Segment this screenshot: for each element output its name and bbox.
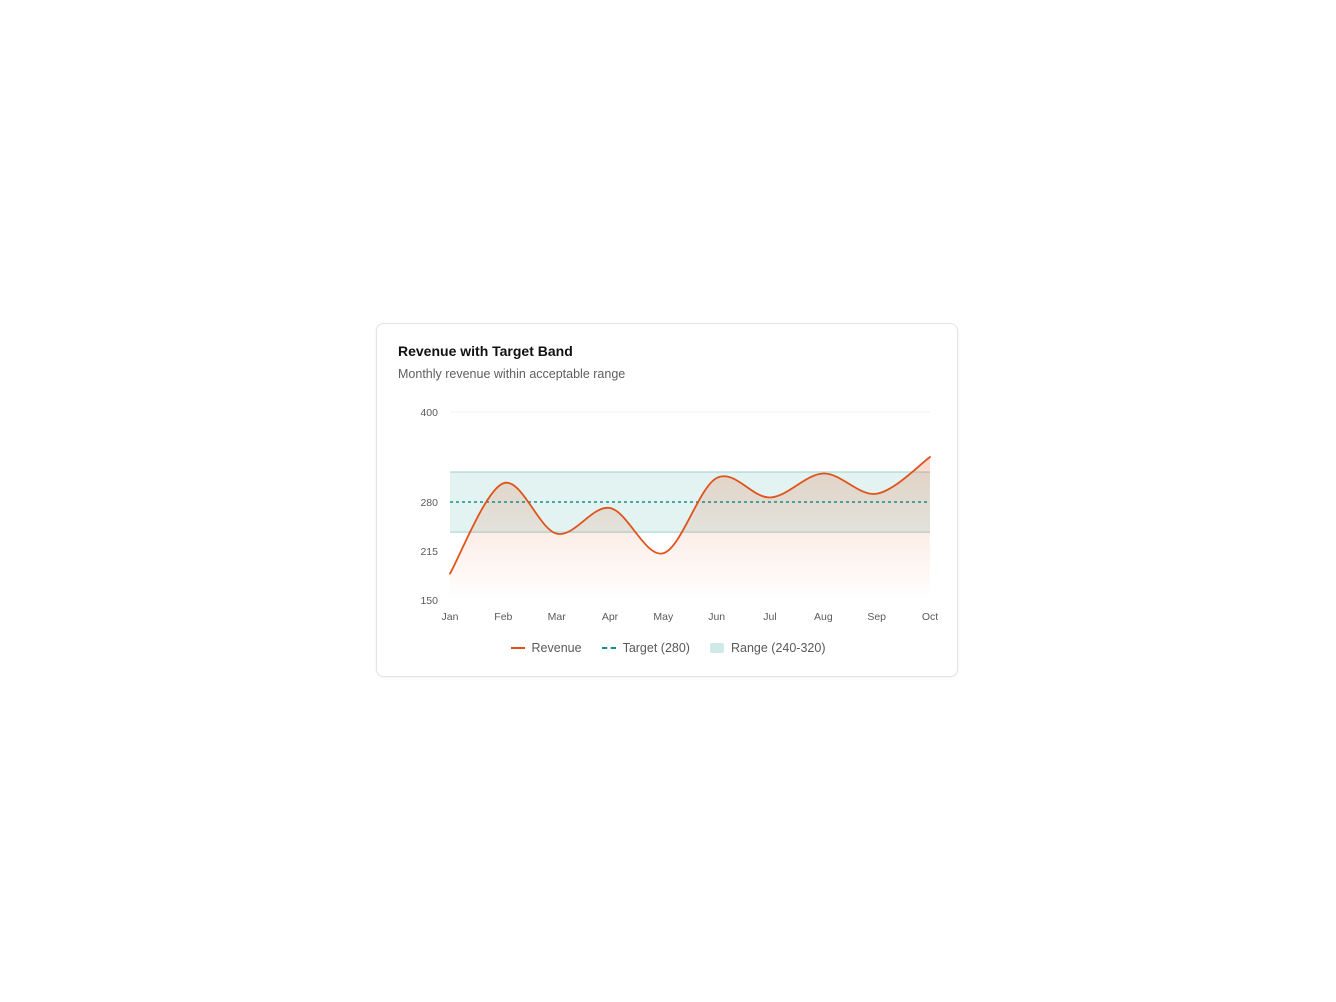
- target-swatch: [601, 647, 616, 649]
- x-tick-label-sep: Sep: [867, 611, 886, 623]
- chart-legend: Revenue Target (280) Range (240-320): [377, 641, 959, 655]
- y-tick-label: 400: [420, 407, 438, 419]
- x-tick-label-may: May: [653, 611, 674, 623]
- x-tick-label-feb: Feb: [494, 611, 512, 623]
- revenue-chart: 150 215 280 400 Jan Feb Mar Apr May Jun Jul Aug Sep O…: [420, 407, 938, 623]
- chart-title: Revenue with Target Band: [398, 343, 573, 359]
- x-tick-label-aug: Aug: [814, 611, 833, 623]
- legend-label-range: Range (240-320): [730, 641, 826, 655]
- legend-item-revenue[interactable]: Revenue: [510, 641, 582, 655]
- y-tick-label: 150: [420, 595, 438, 607]
- legend-item-range[interactable]: Range (240-320): [709, 641, 826, 655]
- chart-subtitle: Monthly revenue within acceptable range: [398, 367, 626, 381]
- revenue-area: [450, 457, 930, 600]
- x-tick-label-jan: Jan: [442, 611, 459, 623]
- x-tick-label-jul: Jul: [763, 611, 776, 623]
- x-tick-label-mar: Mar: [548, 611, 567, 623]
- revenue-line: [449, 456, 931, 575]
- y-tick-label: 280: [420, 497, 438, 509]
- revenue-swatch: [510, 647, 525, 649]
- x-tick-label-apr: Apr: [602, 611, 619, 623]
- legend-item-target[interactable]: Target (280): [601, 641, 690, 655]
- y-tick-label: 215: [420, 546, 438, 558]
- x-tick-label-oct: Oct: [922, 611, 938, 623]
- x-tick-label-jun: Jun: [708, 611, 725, 623]
- chart-card: Revenue with Target Band Monthly revenue…: [376, 323, 958, 677]
- range-swatch: [709, 643, 724, 653]
- legend-label-revenue: Revenue: [531, 641, 582, 655]
- legend-label-target: Target (280): [622, 641, 690, 655]
